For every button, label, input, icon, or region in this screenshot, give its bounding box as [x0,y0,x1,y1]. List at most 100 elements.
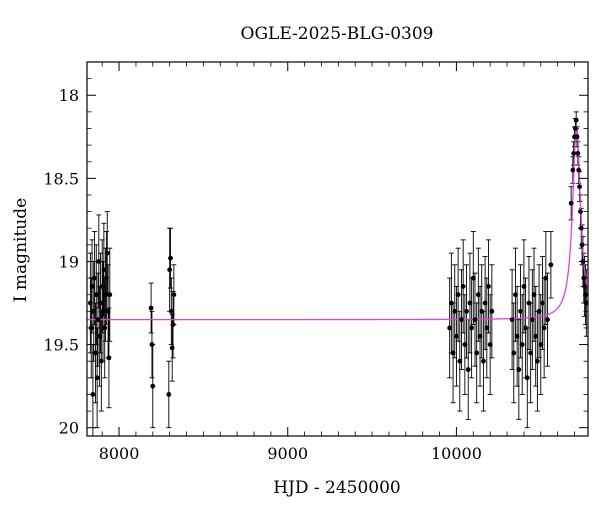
data-point [531,292,537,298]
data-point [462,342,468,347]
data-point [583,300,588,306]
data-point [448,300,454,306]
data-point [171,292,177,298]
data-point [578,209,583,215]
data-point [93,292,99,298]
data-point [102,325,108,331]
data-point [540,300,545,306]
data-point [573,117,579,123]
plot-frame [86,61,589,437]
data-point [455,292,461,298]
data-point [475,292,481,298]
data-point [101,267,107,273]
data-point [486,284,491,289]
data-point [574,134,580,140]
data-point [464,308,469,314]
data-point [548,262,554,268]
data-point [576,167,582,173]
data-point [99,284,105,289]
data-point [450,350,456,356]
data-point [87,300,93,306]
data-point [100,308,106,314]
data-point [526,300,532,306]
data-point [92,275,97,281]
data-point [514,333,520,339]
data-point [96,259,102,264]
data-point [572,126,578,131]
y-axis-label: I magnitude [11,198,31,302]
x-tick-label: 9000 [267,444,308,463]
data-point [509,317,515,323]
data-point [103,275,109,281]
data-point [150,383,156,389]
x-axis-label: HJD - 2450000 [273,478,401,498]
data-point [541,325,547,331]
data-point [568,200,574,206]
data-point [534,358,540,364]
data-point [528,350,534,356]
data-points [87,117,588,397]
data-point [94,375,100,381]
data-point [474,350,480,356]
data-point [168,255,173,261]
data-point [582,284,588,289]
data-point [93,350,98,356]
data-point [98,300,103,306]
data-point [170,322,176,328]
chart-title: OGLE-2025-BLG-0309 [241,24,434,44]
data-point [91,308,97,314]
data-point [470,275,476,281]
data-point [469,325,475,331]
data-point [90,392,96,397]
data-point [519,342,525,347]
data-point [533,333,539,339]
data-point [523,325,528,331]
data-point [467,300,473,306]
data-point [98,358,104,364]
data-point [538,342,544,347]
y-tick-label: 18 [59,86,79,105]
data-point [545,317,550,323]
data-point [579,242,585,248]
data-point [95,317,101,323]
data-point [104,250,110,256]
data-point [169,345,175,351]
y-tick-label: 19 [59,252,79,271]
data-point [536,308,542,314]
data-point [107,292,113,298]
y-tick-label: 20 [59,419,79,438]
data-point [529,317,535,323]
data-point [479,308,485,314]
data-point [516,367,522,372]
data-point [511,350,517,356]
data-point [97,333,103,339]
data-point [148,305,154,311]
data-point [105,308,111,314]
data-point [477,333,483,339]
data-point [465,367,471,372]
data-point [524,375,530,381]
data-point [570,167,576,173]
data-point [489,308,495,314]
x-tick-label: 8000 [99,444,140,463]
data-point [481,358,486,364]
data-point [484,325,490,331]
data-point [103,292,108,298]
data-point [166,392,172,397]
data-point [457,358,463,364]
data-point [447,325,453,331]
plot-area [87,111,588,436]
data-point [452,308,458,314]
data-point [571,151,577,156]
error-bars [87,111,588,436]
model-curve [87,123,588,321]
data-point [89,284,95,289]
data-point [487,342,493,347]
data-point [168,308,174,314]
data-point [472,317,478,323]
y-tick-label: 18.5 [43,169,79,188]
data-point [521,284,527,289]
axis-ticks: 8000 9000 10000 18 18.5 19 19.5 20 [43,62,588,463]
y-tick-label: 19.5 [43,336,79,355]
